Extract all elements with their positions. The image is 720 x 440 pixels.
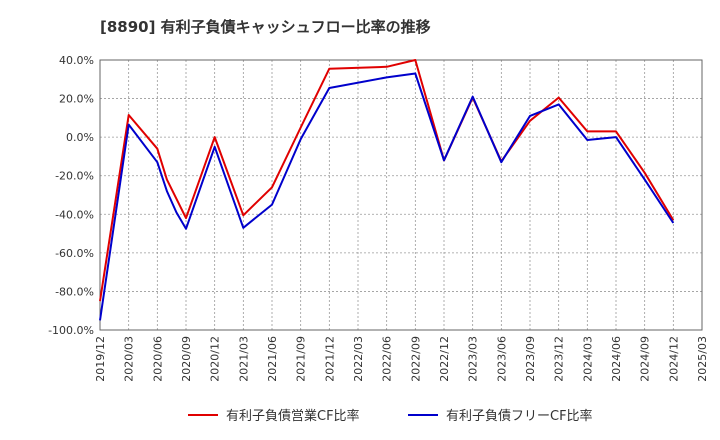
x-tick-label: 2025/03 [696, 336, 709, 382]
x-tick-label: 2020/06 [151, 336, 164, 382]
axes: 2019/12 2020/03 2020/06 2020/09 2020/12 2021/… [48, 54, 709, 382]
y-tick-label: 0.0% [66, 131, 94, 144]
series-line-2 [99, 72, 675, 321]
y-tick-label: -80.0% [55, 285, 94, 298]
x-tick-label: 2021/12 [323, 336, 336, 382]
legend-label-2: 有利子負債フリーCF比率 [446, 408, 593, 424]
x-tick-label: 2023/06 [495, 336, 508, 382]
x-tick-label: 2022/03 [352, 336, 365, 382]
x-tick-label: 2024/03 [581, 336, 594, 382]
x-tick-label: 2020/09 [180, 336, 193, 382]
y-tick-label: -100.0% [48, 324, 94, 337]
x-tick-label: 2024/09 [639, 336, 652, 382]
x-tick-label: 2020/03 [123, 336, 136, 382]
y-tick-label: 20.0% [59, 93, 94, 106]
x-tick-label: 2019/12 [94, 336, 107, 382]
x-tick-label: 2022/12 [438, 336, 451, 382]
x-tick-label: 2021/06 [266, 336, 279, 382]
x-tick-label: 2024/06 [610, 336, 623, 382]
y-tick-label: -60.0% [55, 247, 94, 260]
y-tick-label: -20.0% [55, 170, 94, 183]
x-tick-label: 2021/09 [295, 336, 308, 382]
x-tick-label: 2021/03 [237, 336, 250, 382]
plot-frame [99, 59, 703, 331]
series-lines [99, 59, 675, 321]
x-tick-label: 2023/12 [553, 336, 566, 382]
series-line-1 [99, 59, 675, 302]
x-tick-label: 2022/06 [381, 336, 394, 382]
y-tick-label: -40.0% [55, 208, 94, 221]
legend-label-1: 有利子負債営業CF比率 [226, 408, 360, 424]
x-tick-label: 2023/09 [524, 336, 537, 382]
x-tick-label: 2020/12 [209, 336, 222, 382]
chart-title: [8890] 有利子負債キャッシュフロー比率の推移 [100, 18, 431, 36]
y-tick-label: 40.0% [59, 54, 94, 67]
x-tick-label: 2022/09 [409, 336, 422, 382]
legend: 有利子負債営業CF比率 有利子負債フリーCF比率 [188, 408, 593, 424]
x-tick-label: 2024/12 [667, 336, 680, 382]
x-tick-label: 2023/03 [467, 336, 480, 382]
grid [100, 60, 702, 330]
